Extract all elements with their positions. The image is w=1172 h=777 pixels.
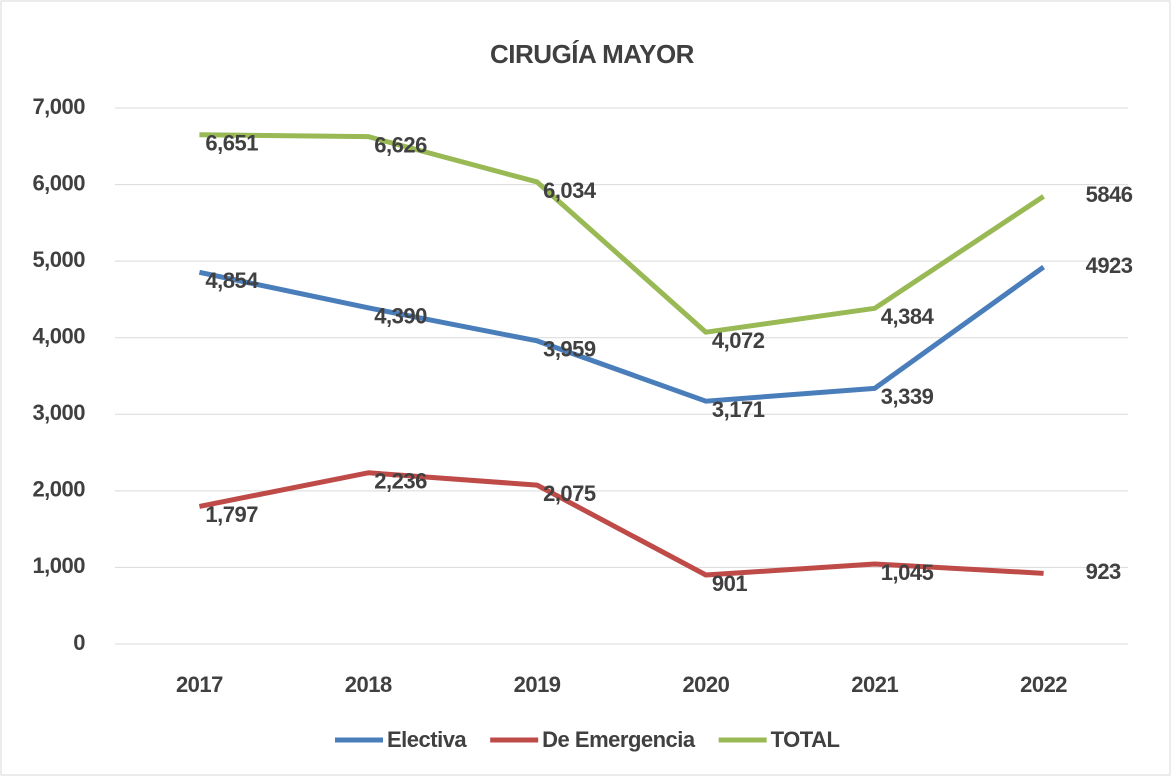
data-label: 3,959 — [543, 337, 596, 362]
series-line — [199, 132, 1045, 335]
data-label: 2,236 — [374, 469, 427, 494]
y-tick-label: 0 — [73, 630, 85, 655]
data-label: 901 — [712, 571, 747, 596]
y-tick-label: 1,000 — [32, 553, 85, 578]
legend-label: Electiva — [387, 727, 467, 752]
data-label: 5846 — [1086, 182, 1133, 207]
x-tick-label: 2021 — [851, 672, 898, 697]
y-tick-label: 4,000 — [32, 324, 85, 349]
data-label: 6,651 — [205, 131, 258, 156]
data-label: 2,075 — [543, 481, 596, 506]
data-label: 6,034 — [543, 178, 597, 203]
series-line — [198, 470, 1044, 578]
data-label: 4,072 — [712, 328, 765, 353]
data-label: 3,339 — [881, 384, 934, 409]
y-tick-label: 5,000 — [32, 247, 85, 272]
data-label: 6,626 — [374, 132, 427, 157]
series-line — [198, 265, 1046, 404]
legend-label: TOTAL — [771, 727, 840, 752]
x-tick-label: 2020 — [682, 672, 729, 697]
data-label: 4,854 — [205, 268, 259, 293]
legend-label: De Emergencia — [542, 727, 696, 752]
y-tick-label: 7,000 — [32, 94, 85, 119]
y-tick-label: 6,000 — [32, 170, 85, 195]
x-tick-label: 2019 — [514, 672, 561, 697]
data-label: 923 — [1086, 559, 1121, 584]
chart-title: CIRUGÍA MAYOR — [490, 39, 695, 69]
x-tick-label: 2018 — [345, 672, 392, 697]
y-tick-label: 3,000 — [32, 400, 85, 425]
x-tick-label: 2022 — [1020, 672, 1067, 697]
data-label: 4,390 — [374, 304, 427, 329]
data-label: 4923 — [1086, 253, 1133, 278]
data-label: 4,384 — [881, 304, 935, 329]
data-label: 1,797 — [205, 502, 258, 527]
y-tick-label: 2,000 — [32, 477, 85, 502]
x-tick-label: 2017 — [176, 672, 223, 697]
data-label: 3,171 — [712, 397, 765, 422]
data-label: 1,045 — [881, 560, 934, 585]
